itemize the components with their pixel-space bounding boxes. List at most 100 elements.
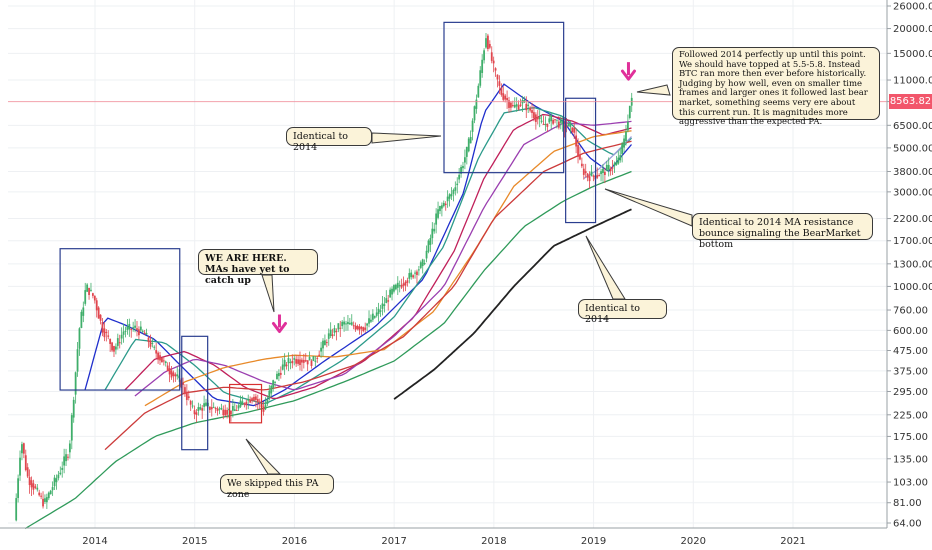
candle-body [231,405,234,411]
candle-body [341,321,344,327]
candle-body [460,166,462,174]
candle-body [187,396,190,399]
candle-body [270,385,273,394]
candle-body [67,456,69,458]
candle-body [191,405,194,407]
candle-body [435,213,438,225]
y-tick-label: 1000.00 [893,282,932,293]
candle-body [534,114,537,122]
candle-body [569,122,572,127]
candle-body [485,38,487,48]
candle-body [494,68,497,71]
y-tick-label: 81.00 [893,498,922,509]
candle-body [180,380,182,387]
candle-body [371,313,374,320]
candle-body [26,467,29,477]
candle-body [506,97,508,101]
candle-body [452,190,455,194]
candle-body [115,346,117,350]
candle-body [579,154,581,160]
candle-body [511,105,514,107]
candle-body [364,327,367,330]
candle-body [218,408,221,410]
candle-body [42,498,44,507]
candle-body [97,307,100,319]
highlight-box [59,248,181,391]
candle-body [258,401,261,403]
candle-body [577,144,579,157]
candle-body [337,323,340,330]
highlight-box [229,383,263,424]
y-tick-label: 1700.00 [893,236,932,247]
candle-body [536,116,539,120]
candle-body [354,325,357,330]
candle-body [32,483,35,490]
candle-body [45,497,48,503]
candle-body [84,290,87,304]
annotation-we-are-here: WE ARE HERE. MAs have yet to catch up [198,249,318,286]
candle-body [147,337,150,342]
candle-body [15,498,18,521]
down-arrow-icon [620,62,636,81]
candle-body [210,407,213,410]
candle-body [38,492,41,496]
candle-body [550,115,553,122]
candle-body [22,443,25,454]
candle-body [607,164,610,170]
candle-body [381,303,384,309]
candle-body [613,163,616,167]
candle-body [120,334,123,339]
annotation-identical-2014-bottom: Identical to 2014 [578,299,667,325]
candle-body [287,358,290,364]
candle-body [575,135,578,147]
candle-body [70,415,73,441]
candle-body [483,50,485,61]
candle-body [565,125,568,128]
callout-pointer [585,235,626,300]
candle-body [174,374,177,377]
y-axis: 26000.00 20000.00 15000.00 11000.00 6500.00 5… [887,2,932,530]
candle-body [439,206,441,212]
candle-body [254,396,257,400]
candle-body [235,410,238,412]
candle-body [128,323,131,330]
candle-body [301,359,303,363]
candle-body [590,171,593,176]
y-tick-label: 600.00 [893,326,928,337]
candle-body [615,161,618,165]
candle-body [316,357,319,359]
candle-body [504,95,507,100]
candle-body [433,228,436,232]
candle-body [464,157,466,163]
candle-body [477,85,480,98]
pink-arrows [271,62,636,333]
candle-body [362,327,365,331]
candle-body [487,35,489,50]
candle-body [513,104,516,108]
candle-body [557,121,560,128]
candle-body [68,443,71,453]
candle-body [525,103,528,111]
candle-body [592,175,595,177]
candle-body [107,335,110,337]
candle-body [611,167,614,169]
candle-body [327,333,330,339]
candle-body [153,346,156,348]
candle-body [205,402,207,406]
candle-body [393,285,395,292]
candle-body [540,120,543,122]
candle-body [406,280,409,283]
candle-body [467,138,470,152]
candle-body [621,143,624,154]
candle-body [214,408,217,410]
candle-body [454,187,457,191]
candle-body [471,120,474,132]
candle-body [40,495,43,497]
candle-body [138,329,140,336]
candle-body [159,355,161,361]
candle-body [172,372,175,376]
candle-body [396,282,399,288]
candle-body [335,331,338,333]
candle-body [105,331,108,334]
